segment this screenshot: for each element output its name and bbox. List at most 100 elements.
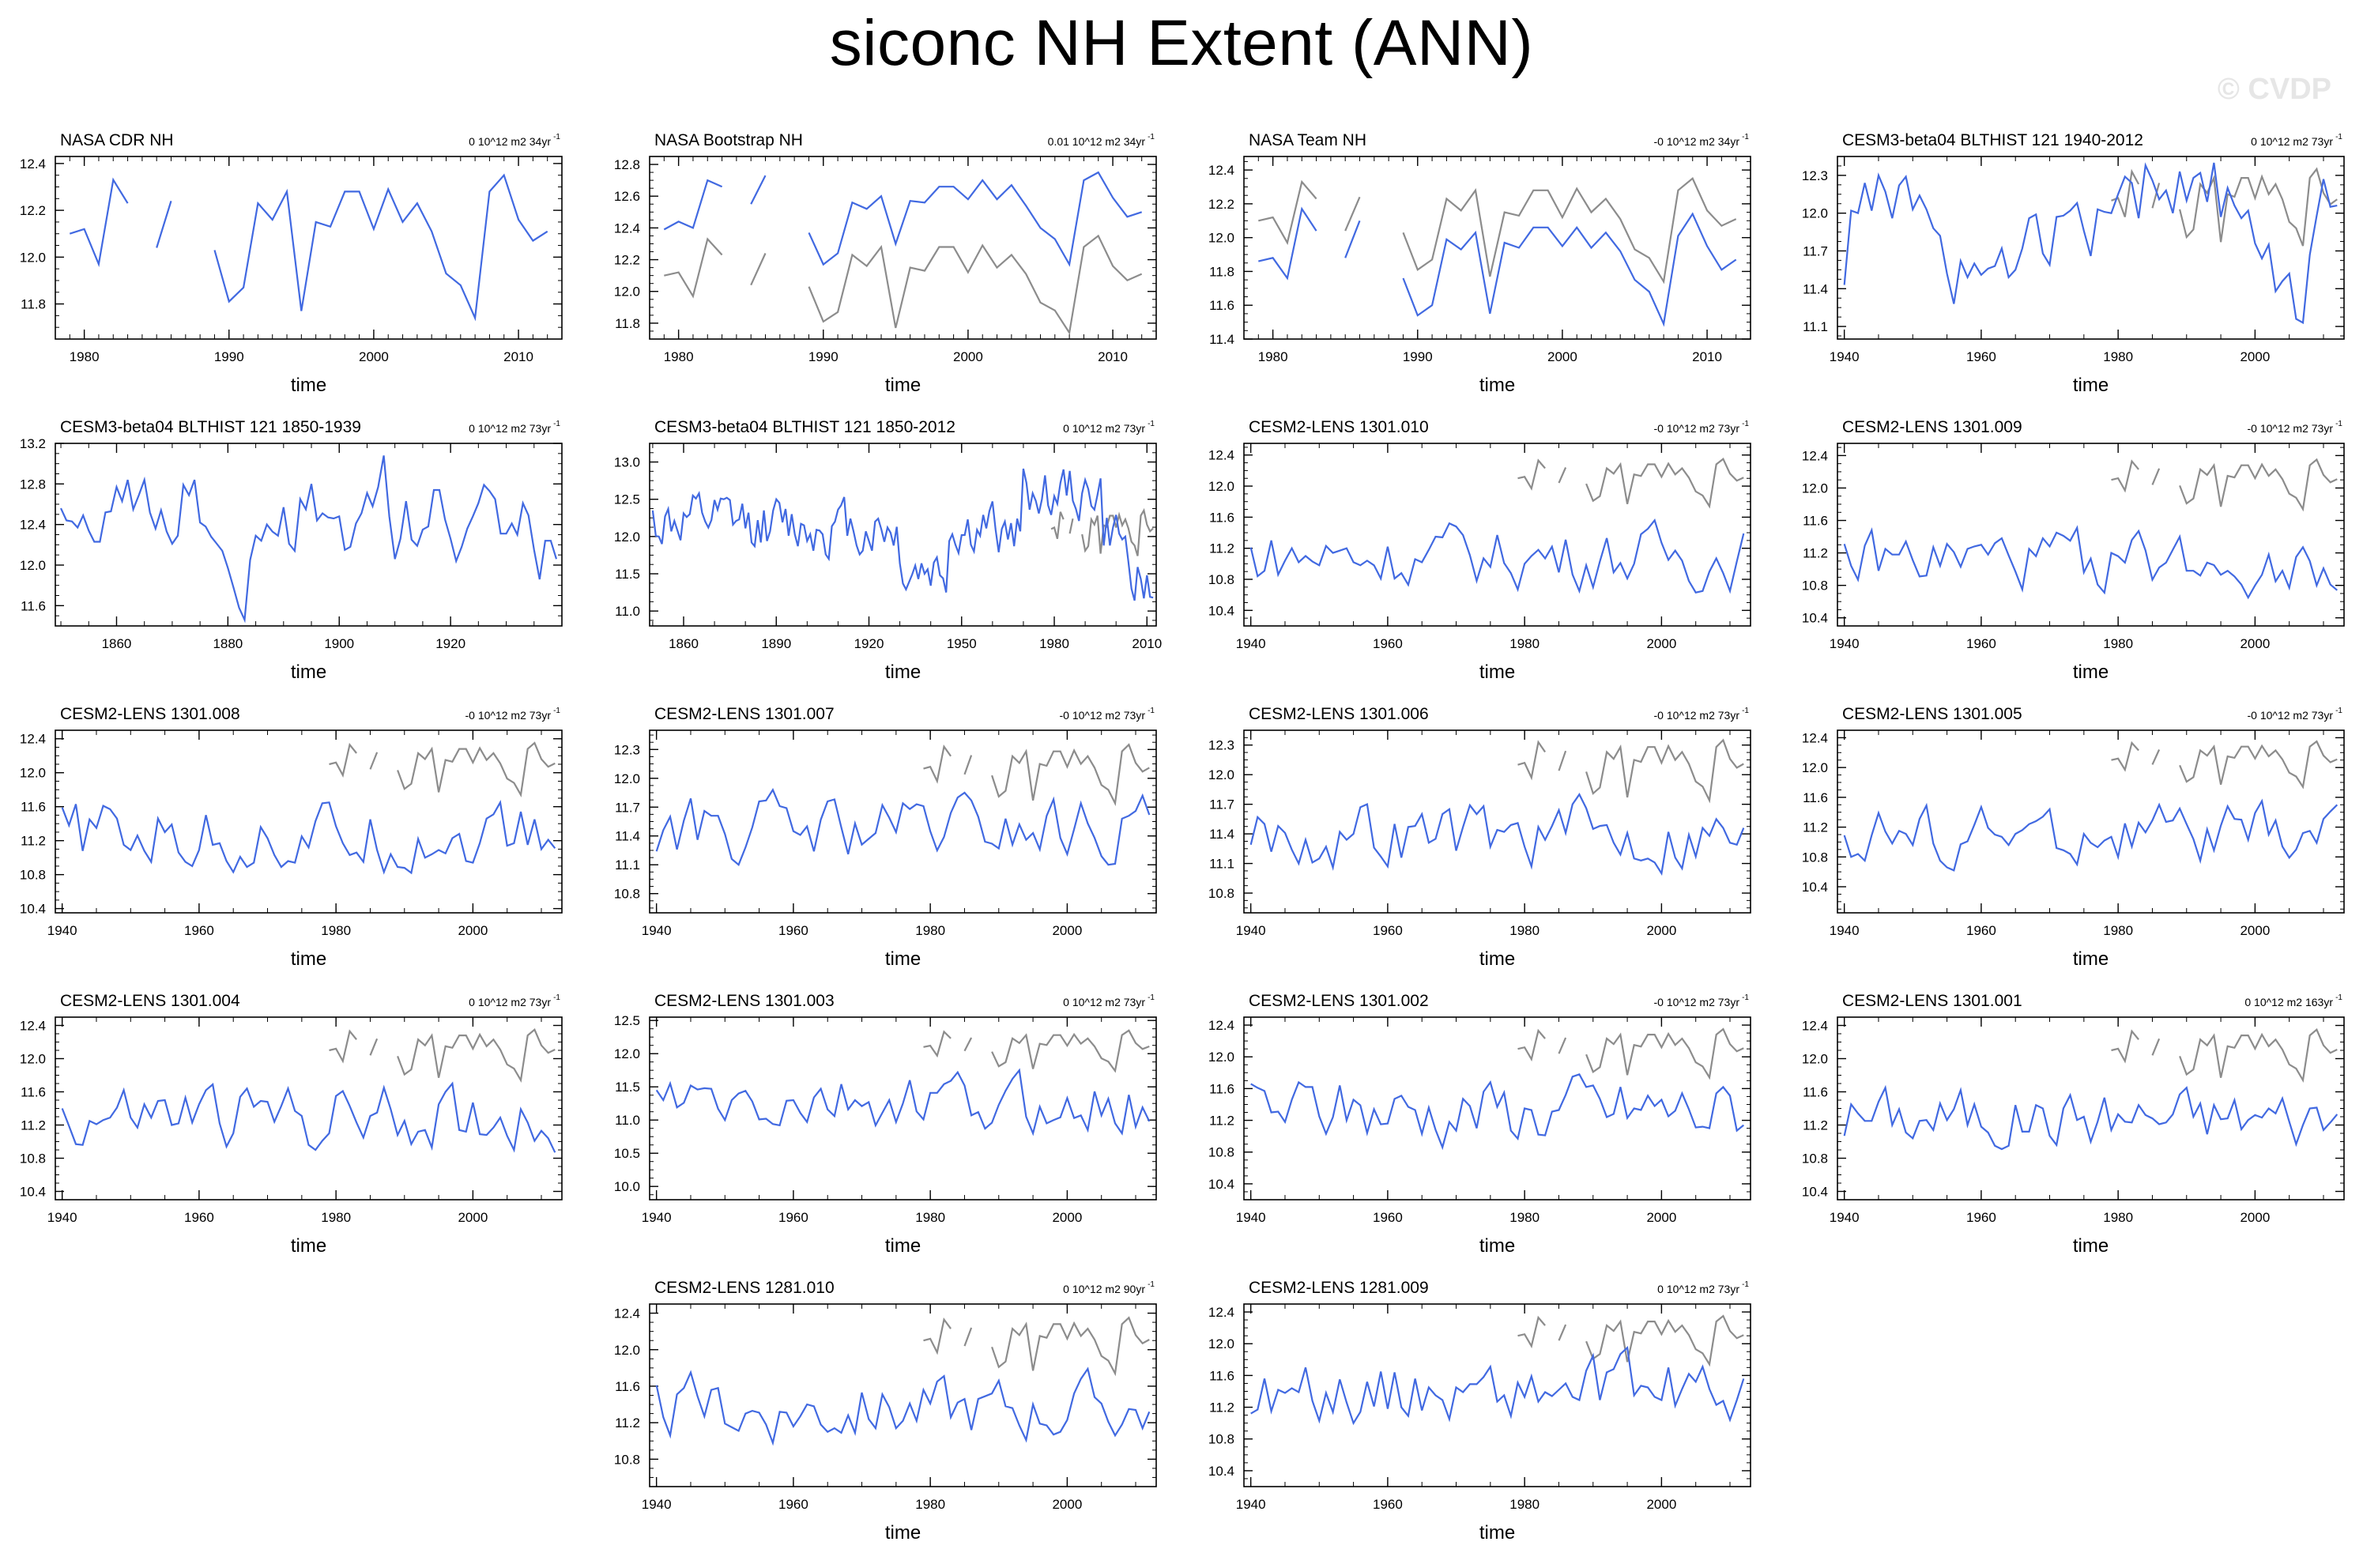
model-series-line (655, 1366, 1151, 1446)
y-tick-label: 12.4 (20, 518, 46, 533)
x-axis-label: time (291, 375, 326, 396)
y-tick-label: 11.6 (21, 598, 46, 613)
y-tick-label: 11.7 (1209, 797, 1234, 812)
y-tick-label: 12.6 (614, 189, 640, 204)
y-tick-label: 13.2 (20, 436, 46, 451)
y-tick-label: 12.0 (614, 1046, 640, 1061)
panel-title: CESM2-LENS 1281.010 (654, 1279, 835, 1297)
trend-label-exponent: -1 (1148, 133, 1155, 141)
y-tick-label: 12.3 (614, 742, 640, 757)
obs-series-line (1517, 738, 1744, 804)
chart-panel: CESM2-LENS 1301.001 0 10^12 m2 163yr -1 194… (1802, 992, 2345, 1257)
trend-label: 0 10^12 m2 90yr (1063, 1283, 1145, 1295)
model-series-line (651, 468, 1154, 601)
x-tick-label: 1940 (642, 1497, 672, 1512)
x-tick-label: 1960 (778, 1497, 808, 1512)
panel-title: CESM3-beta04 BLTHIST 121 1850-2012 (654, 418, 955, 436)
chart-panel: NASA Bootstrap NH 0.01 10^12 m2 34yr -1 198… (614, 131, 1157, 396)
x-tick-label: 1960 (184, 923, 214, 938)
y-tick-label: 10.4 (1208, 1177, 1234, 1192)
y-tick-label: 12.0 (1802, 481, 1828, 496)
x-tick-label: 1980 (2103, 923, 2133, 938)
x-tick-label: 1940 (1236, 1497, 1266, 1512)
x-tick-label: 1960 (1373, 1210, 1403, 1225)
trend-label: -0 10^12 m2 73yr (1653, 709, 1739, 722)
y-tick-label: 12.0 (614, 530, 640, 545)
y-tick-label: 11.6 (1209, 510, 1234, 525)
x-tick-label: 2000 (458, 1210, 488, 1225)
chart-panel: CESM2-LENS 1301.008 -0 10^12 m2 73yr -1 194… (20, 705, 563, 970)
y-tick-label: 11.2 (1209, 1114, 1234, 1129)
chart-panel: CESM2-LENS 1301.007 -0 10^12 m2 73yr -1 194… (614, 705, 1157, 970)
plot-frame (55, 729, 563, 914)
trend-label-exponent: -1 (1742, 133, 1749, 141)
x-tick-label: 1980 (1258, 349, 1288, 364)
y-tick-label: 10.4 (1802, 1185, 1828, 1200)
trend-label: 0 10^12 m2 73yr (1063, 422, 1145, 435)
x-axis-label: time (1479, 375, 1515, 396)
y-tick-label: 10.8 (1208, 1145, 1234, 1160)
model-series-line (1843, 1084, 2339, 1151)
plot-frame (1243, 1016, 1751, 1200)
x-tick-label: 2000 (359, 349, 389, 364)
trend-label-exponent: -1 (1742, 420, 1749, 428)
plot-frame (649, 1016, 1157, 1200)
y-tick-label: 12.8 (614, 157, 640, 172)
y-tick-label: 12.4 (1208, 163, 1234, 178)
y-tick-label: 10.0 (614, 1179, 640, 1194)
x-tick-label: 1860 (102, 636, 132, 651)
x-axis-label: time (885, 662, 921, 683)
y-tick-label: 12.4 (1802, 448, 1828, 463)
model-series-line (663, 171, 1143, 267)
y-tick-label: 11.5 (615, 567, 640, 582)
trend-label-exponent: -1 (553, 993, 560, 1002)
x-tick-label: 1980 (321, 923, 351, 938)
y-tick-label: 11.1 (1209, 857, 1234, 872)
x-axis-label: time (2073, 662, 2109, 683)
obs-series-line (923, 1029, 1150, 1073)
y-tick-label: 11.0 (615, 1113, 640, 1128)
plot-frame (1243, 1303, 1751, 1487)
x-tick-label: 1980 (915, 1497, 945, 1512)
x-axis-label: time (1479, 1235, 1515, 1257)
panel-title: NASA Team NH (1249, 131, 1366, 149)
model-series-line (655, 788, 1151, 867)
trend-label-exponent: -1 (2335, 133, 2342, 141)
y-tick-label: 12.3 (1802, 168, 1828, 183)
chart-panel: CESM2-LENS 1301.002 -0 10^12 m2 73yr -1 194… (1208, 992, 1751, 1257)
y-tick-label: 11.7 (1803, 243, 1828, 258)
y-tick-label: 11.2 (21, 834, 46, 849)
panel-title: CESM2-LENS 1301.006 (1249, 705, 1429, 723)
y-tick-label: 12.0 (614, 285, 640, 300)
x-axis-label: time (2073, 1235, 2109, 1257)
y-tick-label: 10.8 (614, 887, 640, 902)
y-tick-label: 12.4 (614, 220, 640, 236)
y-tick-label: 10.8 (1208, 1432, 1234, 1447)
trend-label-exponent: -1 (1742, 1280, 1749, 1289)
watermark: © CVDP (2217, 73, 2331, 106)
model-series-line (61, 800, 556, 875)
chart-panel: CESM2-LENS 1281.010 0 10^12 m2 90yr -1 1940… (614, 1279, 1157, 1544)
y-tick-label: 11.8 (21, 297, 46, 312)
chart-panel: CESM3-beta04 BLTHIST 121 1850-1939 0 10^1… (20, 418, 563, 683)
x-tick-label: 1940 (642, 1210, 672, 1225)
y-tick-label: 11.2 (1803, 546, 1828, 561)
y-tick-label: 12.2 (1208, 197, 1234, 212)
x-axis-label: time (1479, 948, 1515, 970)
y-tick-label: 12.4 (1208, 1018, 1234, 1033)
trend-label: -0 10^12 m2 73yr (465, 709, 551, 722)
x-tick-label: 2000 (1052, 923, 1082, 938)
x-tick-label: 1980 (2103, 349, 2133, 364)
x-axis-label: time (2073, 375, 2109, 396)
x-tick-label: 2010 (1692, 349, 1722, 364)
y-tick-label: 12.2 (20, 203, 46, 218)
y-tick-label: 12.4 (1208, 448, 1234, 463)
trend-label: 0 10^12 m2 73yr (469, 422, 551, 435)
trend-label: -0 10^12 m2 73yr (2247, 709, 2333, 722)
x-tick-label: 2000 (953, 349, 983, 364)
y-tick-label: 11.2 (21, 1118, 46, 1133)
trend-label: -0 10^12 m2 34yr (1653, 135, 1739, 148)
y-tick-label: 11.6 (1209, 1368, 1234, 1383)
y-tick-label: 12.0 (1208, 1336, 1234, 1351)
y-tick-label: 11.2 (1209, 1400, 1234, 1415)
